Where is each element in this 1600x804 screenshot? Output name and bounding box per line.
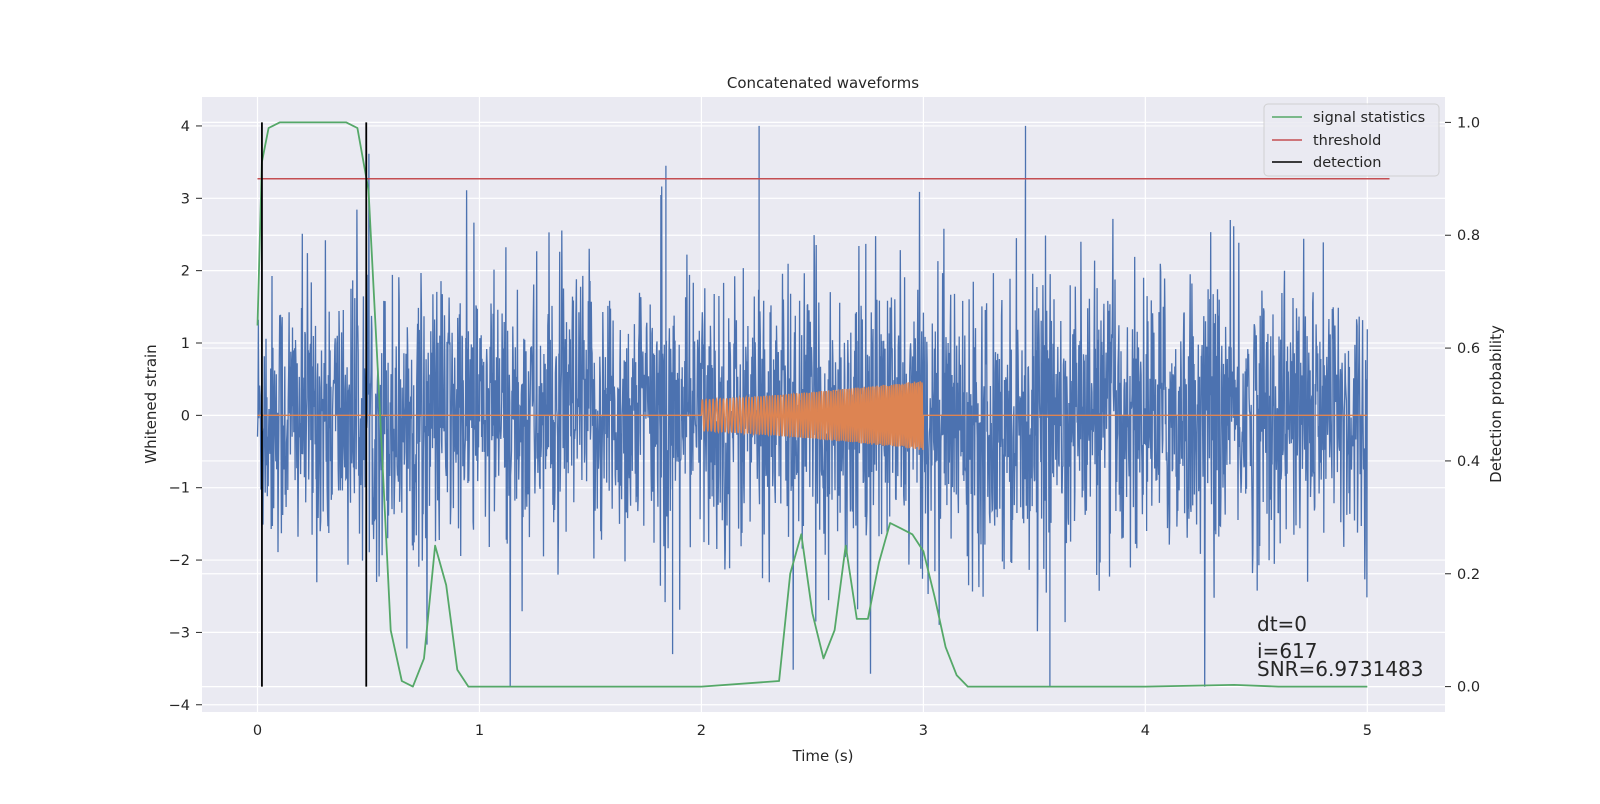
y2-tick-label: 0.6	[1457, 341, 1480, 357]
annotations: dt=0 i=617 SNR=6.9731483	[1257, 612, 1423, 681]
y-tick-label: −4	[169, 698, 190, 714]
y-tick-label: 0	[181, 408, 190, 424]
y-tick-label: 1	[181, 336, 190, 352]
y2-axis-label: Detection probability	[1487, 325, 1505, 483]
y-tick-label: −2	[169, 553, 190, 569]
y-tick-label: 4	[181, 119, 190, 135]
axes-labels: 0 1 2 3 4 5 −4 −3 −2 −1 0 1 2 3 4 0.0 0.2 0.4 0.6 0.8 1.0	[169, 115, 1480, 739]
y-tick-label: 2	[181, 264, 190, 280]
y2-tick-label: 0.0	[1457, 680, 1480, 696]
legend: signal statistics threshold detection	[1263, 103, 1440, 177]
legend-label-detection: detection	[1313, 155, 1381, 171]
legend-box	[1263, 103, 1440, 177]
y-axis-label: Whitened strain	[142, 344, 160, 463]
y2-tick-label: 0.8	[1457, 228, 1480, 244]
annotation-i: i=617	[1257, 639, 1318, 663]
x-tick-label: 0	[253, 723, 262, 739]
chart-title: Concatenated waveforms	[727, 74, 919, 92]
y-tick-label: −1	[169, 481, 190, 497]
x-tick-label: 5	[1363, 723, 1372, 739]
annotation-dt: dt=0	[1257, 612, 1307, 636]
x-tick-label: 3	[919, 723, 928, 739]
signal-statistics-line	[256, 121, 1368, 688]
x-tick-label: 1	[475, 723, 484, 739]
legend-label-signal: signal statistics	[1313, 110, 1425, 126]
chirp-template-series	[257, 381, 1368, 450]
y2-tick-label: 0.4	[1457, 454, 1480, 470]
y-tick-label: −3	[169, 625, 190, 641]
y2-tick-label: 1.0	[1457, 115, 1480, 131]
annotation-snr: SNR=6.9731483	[1257, 657, 1423, 681]
x-tick-label: 2	[697, 723, 706, 739]
y2-tick-label: 0.2	[1457, 567, 1480, 583]
x-axis-label: Time (s)	[792, 747, 854, 765]
legend-label-threshold: threshold	[1313, 133, 1381, 149]
plot-content	[256, 121, 1390, 688]
y-tick-label: 3	[181, 191, 190, 207]
x-tick-label: 4	[1141, 723, 1150, 739]
